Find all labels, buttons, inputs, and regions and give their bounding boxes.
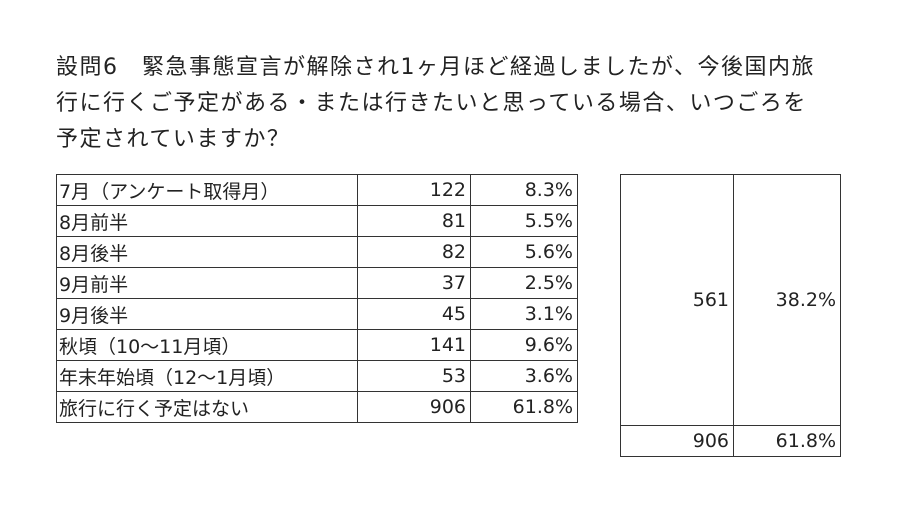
table-row: 9月前半 37 2.5% xyxy=(56,267,578,299)
row-label: 8月前半 xyxy=(56,205,358,237)
row-percent: 5.5% xyxy=(470,205,578,237)
row-count: 53 xyxy=(357,360,471,392)
row-label: 9月前半 xyxy=(56,267,358,299)
row-label: 8月後半 xyxy=(56,236,358,268)
question-line-2: 行に行くご予定がある・または行きたいと思っている場合、いつごろを xyxy=(56,91,807,116)
table-row: 7月（アンケート取得月） 122 8.3% xyxy=(56,174,578,206)
question-text: 設問6 緊急事態宣言が解除され1ヶ月ほど経過しましたが、今後国内旅 行に行くご予… xyxy=(56,50,856,158)
table-row: 旅行に行く予定はない 906 61.8% xyxy=(56,391,578,423)
summary-table: 561 38.2% 906 61.8% xyxy=(620,174,841,457)
plan-total-count: 561 xyxy=(620,174,734,426)
table-row: 9月後半 45 3.1% xyxy=(56,298,578,330)
row-label: 旅行に行く予定はない xyxy=(56,391,358,423)
row-percent: 3.1% xyxy=(470,298,578,330)
summary-row-no-plan: 906 61.8% xyxy=(620,425,841,457)
row-percent: 2.5% xyxy=(470,267,578,299)
row-label: 年末年始頃（12〜1月頃） xyxy=(56,360,358,392)
row-percent: 3.6% xyxy=(470,360,578,392)
response-table: 7月（アンケート取得月） 122 8.3% 8月前半 81 5.5% 8月後半 … xyxy=(56,174,578,423)
question-line-3: 予定されていますか？ xyxy=(56,127,291,152)
no-plan-percent: 61.8% xyxy=(733,425,841,457)
table-row: 秋頃（10〜11月頃） 141 9.6% xyxy=(56,329,578,361)
row-count: 37 xyxy=(357,267,471,299)
row-percent: 5.6% xyxy=(470,236,578,268)
row-count: 141 xyxy=(357,329,471,361)
row-count: 81 xyxy=(357,205,471,237)
row-label: 7月（アンケート取得月） xyxy=(56,174,358,206)
row-percent: 61.8% xyxy=(470,391,578,423)
summary-row-plan: 561 38.2% xyxy=(620,174,841,426)
row-count: 122 xyxy=(357,174,471,206)
row-label: 秋頃（10〜11月頃） xyxy=(56,329,358,361)
row-percent: 9.6% xyxy=(470,329,578,361)
table-row: 8月後半 82 5.6% xyxy=(56,236,578,268)
question-line-1: 設問6 緊急事態宣言が解除され1ヶ月ほど経過しましたが、今後国内旅 xyxy=(56,55,816,80)
row-count: 82 xyxy=(357,236,471,268)
row-percent: 8.3% xyxy=(470,174,578,206)
no-plan-count: 906 xyxy=(620,425,734,457)
row-label: 9月後半 xyxy=(56,298,358,330)
row-count: 906 xyxy=(357,391,471,423)
table-row: 8月前半 81 5.5% xyxy=(56,205,578,237)
plan-total-percent: 38.2% xyxy=(733,174,841,426)
table-row: 年末年始頃（12〜1月頃） 53 3.6% xyxy=(56,360,578,392)
row-count: 45 xyxy=(357,298,471,330)
